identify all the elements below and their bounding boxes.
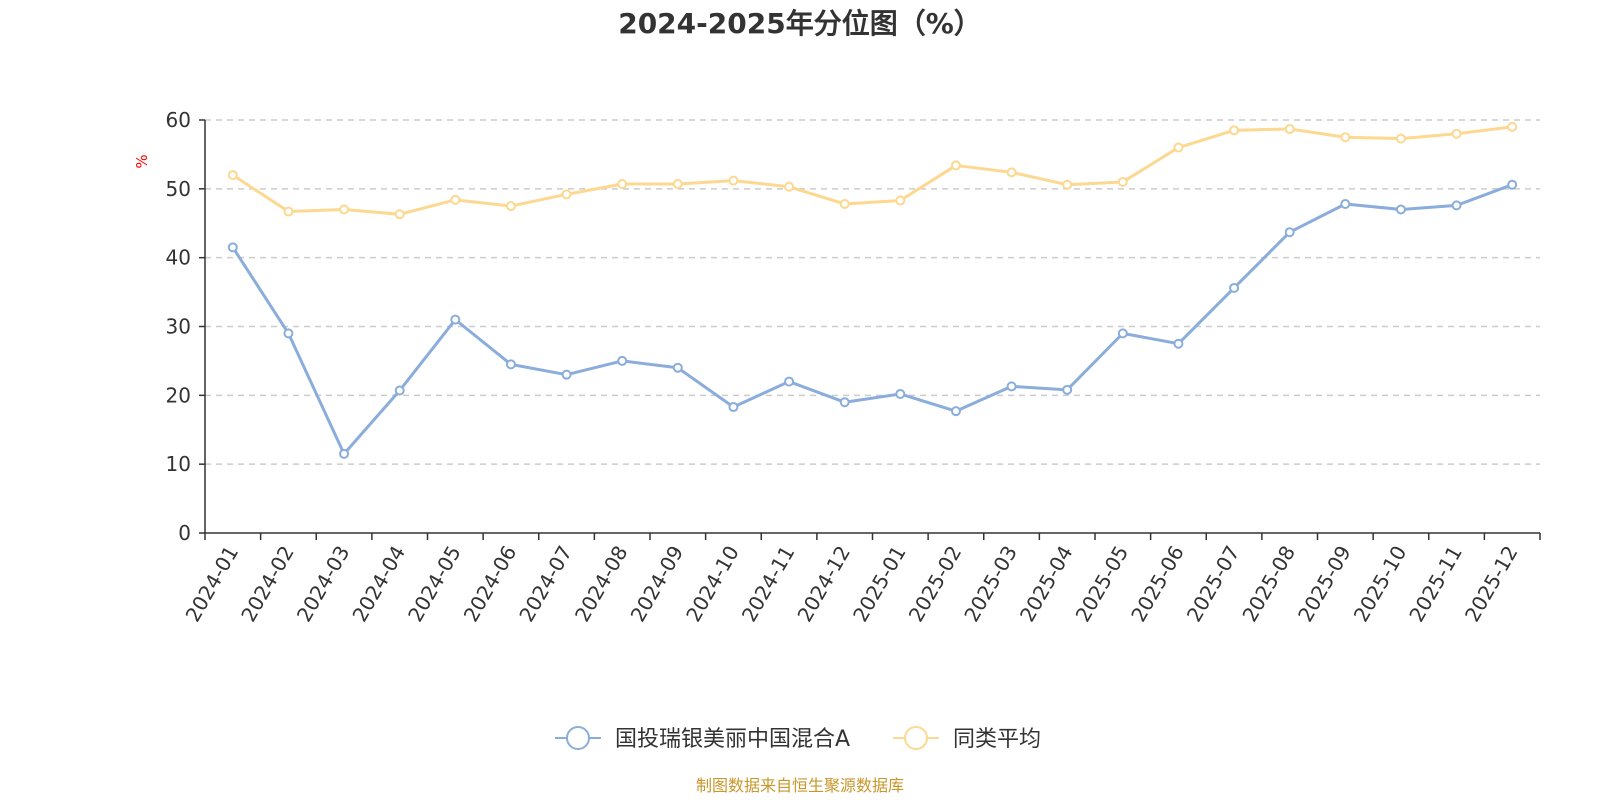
data-point <box>1117 328 1128 339</box>
data-point <box>283 328 294 339</box>
source-note: 制图数据来自恒生聚源数据库 <box>696 776 904 795</box>
y-tick-label: 20 <box>166 383 191 407</box>
data-point <box>227 242 238 253</box>
series-layer <box>227 121 1518 459</box>
x-tick-label: 2025-07 <box>1182 542 1245 626</box>
x-tick-label: 2024-09 <box>626 542 689 626</box>
x-tick-label: 2025-11 <box>1404 542 1467 626</box>
y-tick-label: 60 <box>166 108 191 132</box>
data-point <box>895 195 906 206</box>
x-tick-label: 2024-10 <box>681 542 744 626</box>
y-axis-unit-label: % <box>133 154 151 168</box>
data-point <box>1395 204 1406 215</box>
data-point <box>1507 121 1518 132</box>
data-point <box>283 206 294 217</box>
y-tick-label: 0 <box>178 521 191 545</box>
data-point <box>950 406 961 417</box>
x-tick-label: 2024-04 <box>347 542 410 626</box>
data-point <box>505 201 516 212</box>
data-point <box>505 359 516 370</box>
x-tick-label: 2024-08 <box>570 542 633 626</box>
data-point <box>1229 282 1240 293</box>
data-point <box>227 170 238 181</box>
data-point <box>1507 179 1518 190</box>
series-line <box>231 183 1513 456</box>
x-tick-label: 2024-12 <box>792 542 855 626</box>
data-point <box>450 194 461 205</box>
data-point <box>839 198 850 209</box>
legend: 国投瑞银美丽中国混合A 同类平均 <box>555 726 1041 752</box>
data-point <box>784 376 795 387</box>
y-tick-label: 10 <box>166 452 191 476</box>
legend-item: 国投瑞银美丽中国混合A <box>555 726 850 752</box>
data-point <box>950 160 961 171</box>
data-point <box>1395 133 1406 144</box>
y-tick-label: 30 <box>166 315 191 339</box>
data-point <box>561 189 572 200</box>
chart-title: 2024-2025年分位图（%） <box>618 7 982 40</box>
legend-item: 同类平均 <box>893 726 1041 752</box>
y-tick-label: 50 <box>166 177 191 201</box>
legend-marker <box>904 726 928 750</box>
y-tick-label: 40 <box>166 246 191 270</box>
legend-label: 国投瑞银美丽中国混合A <box>615 727 850 752</box>
data-point <box>672 179 683 190</box>
data-point <box>561 369 572 380</box>
axes: 01020304050602024-012024-022024-032024-0… <box>166 108 1541 626</box>
data-point <box>1006 381 1017 392</box>
x-tick-label: 2024-06 <box>459 542 522 626</box>
x-tick-label: 2025-03 <box>959 542 1022 626</box>
x-tick-label: 2024-07 <box>514 542 577 626</box>
x-tick-label: 2024-05 <box>403 542 466 626</box>
x-tick-label: 2025-12 <box>1460 542 1523 626</box>
series-line <box>231 125 1513 216</box>
data-point <box>1062 179 1073 190</box>
x-tick-label: 2024-02 <box>236 542 299 626</box>
data-point <box>895 388 906 399</box>
x-tick-label: 2024-01 <box>181 542 244 626</box>
data-point <box>1006 167 1017 178</box>
x-tick-label: 2025-08 <box>1237 542 1300 626</box>
data-point <box>1451 200 1462 211</box>
x-tick-label: 2025-10 <box>1349 542 1412 626</box>
x-tick-label: 2025-01 <box>848 542 911 626</box>
x-tick-label: 2025-06 <box>1126 542 1189 626</box>
data-point <box>672 362 683 373</box>
x-tick-label: 2024-03 <box>292 542 355 626</box>
grid-lines <box>205 119 1540 465</box>
data-point <box>617 179 628 190</box>
data-point <box>394 385 405 396</box>
data-point <box>339 448 350 459</box>
data-point <box>617 355 628 366</box>
data-point <box>1062 384 1073 395</box>
data-point <box>1229 125 1240 136</box>
x-tick-label: 2024-11 <box>737 542 800 626</box>
data-point <box>339 204 350 215</box>
data-point <box>728 175 739 186</box>
data-point <box>728 402 739 413</box>
series-group <box>227 179 1518 459</box>
data-point <box>784 181 795 192</box>
series-group <box>227 121 1518 220</box>
data-point <box>450 314 461 325</box>
legend-label: 同类平均 <box>953 727 1041 752</box>
x-tick-label: 2025-02 <box>904 542 967 626</box>
x-tick-label: 2025-09 <box>1293 542 1356 626</box>
x-tick-label: 2025-05 <box>1071 542 1134 626</box>
data-point <box>1117 176 1128 187</box>
data-point <box>839 397 850 408</box>
data-point <box>1173 338 1184 349</box>
data-point <box>394 209 405 220</box>
data-point <box>1340 198 1351 209</box>
data-point <box>1173 142 1184 153</box>
data-point <box>1284 123 1295 134</box>
legend-marker <box>566 726 590 750</box>
x-tick-label: 2025-04 <box>1015 542 1078 626</box>
data-point <box>1340 132 1351 143</box>
data-point <box>1451 128 1462 139</box>
data-point <box>1284 227 1295 238</box>
